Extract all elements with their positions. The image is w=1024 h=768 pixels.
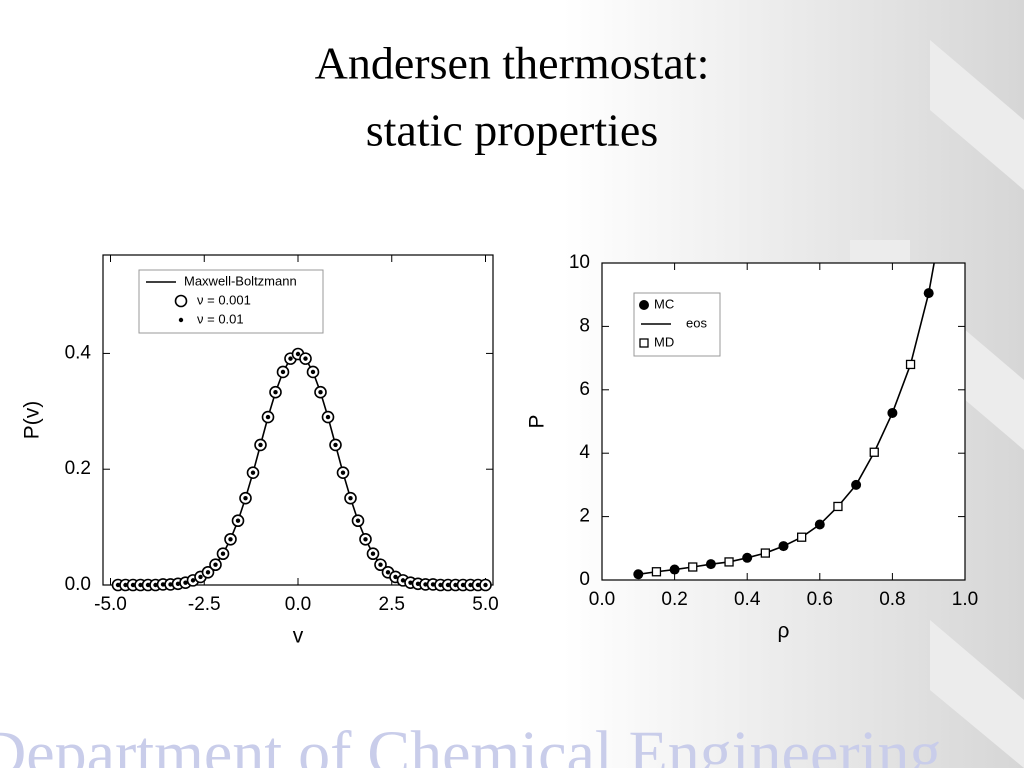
x-tick-label: -5.0 <box>94 594 127 615</box>
marker <box>363 537 368 542</box>
marker <box>688 562 698 572</box>
legend-box <box>138 269 324 334</box>
marker <box>280 369 286 375</box>
marker <box>168 582 173 587</box>
marker <box>325 414 331 420</box>
marker <box>869 447 879 457</box>
x-tick-label: 0.2 <box>661 589 687 610</box>
marker <box>438 582 443 588</box>
x-tick-label: 0.4 <box>734 589 761 610</box>
marker <box>378 562 383 567</box>
marker <box>760 548 770 558</box>
marker <box>153 582 158 588</box>
marker <box>220 551 226 556</box>
marker <box>115 582 121 588</box>
title-line: static properties <box>366 105 659 156</box>
x-tick-label: 0.6 <box>807 589 833 610</box>
x-tick-label: 0.8 <box>879 589 905 610</box>
marker <box>905 359 916 370</box>
y-axis-label: P <box>526 414 549 428</box>
marker <box>393 574 398 580</box>
legend-label: ν = 0.001 <box>197 292 251 307</box>
legend-label: eos <box>686 315 707 330</box>
x-axis-label: ρ <box>778 620 790 643</box>
y-tick-label: 2 <box>579 506 590 527</box>
marker <box>303 356 308 361</box>
marker <box>445 582 451 588</box>
y-tick-label: 0.2 <box>65 458 91 479</box>
marker <box>295 351 301 357</box>
marker <box>430 582 436 587</box>
x-tick-label: 0.0 <box>589 589 615 610</box>
marker <box>797 532 807 542</box>
marker <box>639 338 649 348</box>
marker <box>198 574 203 580</box>
marker <box>724 557 734 567</box>
x-axis-label: v <box>293 625 304 648</box>
marker <box>415 581 421 587</box>
legend-label: MD <box>654 334 674 349</box>
marker <box>400 578 406 583</box>
marker <box>288 356 293 361</box>
marker <box>205 570 211 575</box>
marker <box>483 582 488 588</box>
marker <box>468 582 473 588</box>
marker <box>145 582 151 588</box>
marker <box>340 470 346 475</box>
marker <box>833 501 843 512</box>
marker <box>310 369 316 375</box>
marker <box>639 300 649 310</box>
marker <box>453 582 458 588</box>
marker <box>183 580 188 585</box>
y-tick-label: 6 <box>579 379 590 400</box>
y-tick-label: 0.0 <box>65 574 91 595</box>
y-tick-label: 4 <box>579 442 590 463</box>
legend-label: MC <box>654 296 674 311</box>
marker <box>408 580 413 585</box>
marker <box>235 518 241 523</box>
y-tick-label: 0 <box>579 569 590 590</box>
marker <box>273 390 278 395</box>
marker <box>258 442 263 448</box>
marker <box>265 414 271 420</box>
y-axis-label: P(v) <box>21 401 44 440</box>
marker <box>130 582 136 588</box>
marker <box>123 582 128 588</box>
marker <box>423 582 428 587</box>
marker <box>190 578 196 583</box>
marker <box>178 317 184 323</box>
marker <box>175 581 181 587</box>
legend-label: Maxwell-Boltzmann <box>184 273 297 288</box>
marker <box>318 390 323 395</box>
marker <box>243 495 248 501</box>
marker <box>174 294 188 308</box>
legend-label: ν = 0.01 <box>197 311 244 326</box>
x-tick-label: 2.5 <box>379 594 405 615</box>
x-tick-label: 1.0 <box>952 589 978 610</box>
footer: Department of Chemical Engineering <box>0 718 941 768</box>
x-tick-label: 5.0 <box>472 594 498 615</box>
marker <box>385 570 391 575</box>
marker <box>370 551 376 556</box>
x-tick-label: -2.5 <box>188 594 221 615</box>
marker <box>213 562 218 567</box>
marker <box>475 582 481 588</box>
marker <box>160 582 166 587</box>
marker <box>651 567 662 577</box>
marker <box>460 582 466 588</box>
marker <box>333 442 338 448</box>
y-tick-label: 8 <box>579 315 590 336</box>
marker <box>250 470 256 475</box>
marker <box>138 582 143 588</box>
marker <box>348 495 353 501</box>
title-line: Andersen thermostat: <box>315 38 710 89</box>
y-tick-label: 10 <box>569 252 590 273</box>
marker <box>355 518 361 523</box>
marker <box>228 537 233 542</box>
y-tick-label: 0.4 <box>65 342 92 363</box>
x-tick-label: 0.0 <box>285 594 311 615</box>
